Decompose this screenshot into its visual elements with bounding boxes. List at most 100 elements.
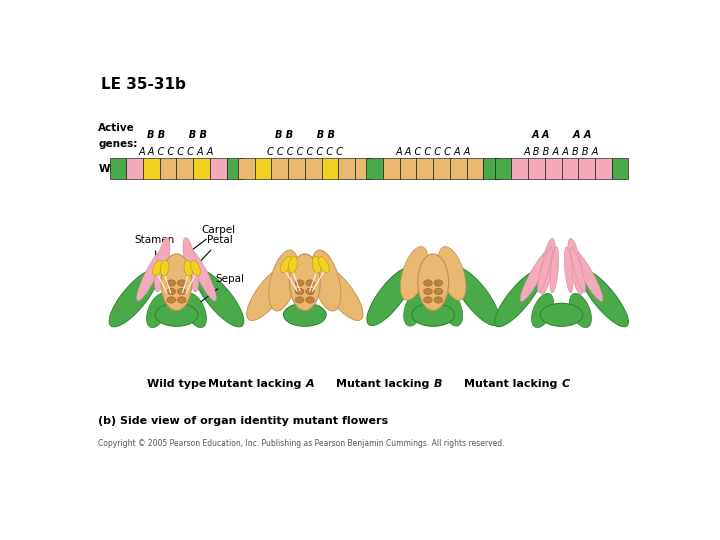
Ellipse shape: [281, 256, 291, 273]
Ellipse shape: [418, 254, 449, 310]
Text: Mutant lacking C: Mutant lacking C: [509, 379, 614, 389]
Ellipse shape: [412, 303, 454, 326]
Text: A A C C C C A A: A A C C C C A A: [395, 147, 471, 157]
Ellipse shape: [183, 238, 199, 292]
Ellipse shape: [400, 247, 428, 300]
Bar: [511, 158, 528, 179]
Bar: [528, 158, 545, 179]
Ellipse shape: [189, 249, 216, 301]
Bar: [109, 158, 126, 179]
Ellipse shape: [247, 265, 292, 321]
Bar: [416, 158, 433, 179]
Ellipse shape: [540, 303, 583, 326]
Text: C C C C C C C C: C C C C C C C C: [267, 147, 343, 157]
Ellipse shape: [191, 260, 200, 276]
Bar: [288, 158, 305, 179]
Text: Carpel: Carpel: [184, 225, 235, 256]
Ellipse shape: [184, 293, 207, 328]
Ellipse shape: [539, 238, 555, 294]
Bar: [176, 158, 193, 179]
Ellipse shape: [520, 249, 551, 301]
Bar: [366, 158, 383, 179]
Text: A B B A A B B A: A B B A A B B A: [524, 147, 599, 157]
Text: C: C: [562, 379, 570, 389]
Circle shape: [167, 288, 176, 295]
Ellipse shape: [572, 249, 603, 301]
Ellipse shape: [538, 247, 552, 292]
Bar: [210, 158, 227, 179]
Circle shape: [434, 288, 443, 295]
Circle shape: [434, 297, 443, 303]
Circle shape: [177, 280, 186, 286]
Text: Whorls:: Whorls:: [99, 164, 143, 174]
Text: Mutant lacking B: Mutant lacking B: [380, 379, 486, 389]
Text: Mutant lacking: Mutant lacking: [336, 379, 433, 389]
Text: A A       A A: A A A A: [531, 130, 592, 140]
Ellipse shape: [289, 254, 320, 310]
Text: Active: Active: [99, 123, 135, 133]
Ellipse shape: [153, 260, 163, 276]
Text: B B       B B: B B B B: [147, 130, 207, 140]
Bar: [193, 158, 210, 179]
Circle shape: [434, 280, 443, 286]
Bar: [467, 158, 483, 179]
Ellipse shape: [155, 303, 198, 326]
Circle shape: [306, 297, 315, 303]
Text: B B       B B: B B B B: [275, 130, 335, 140]
Circle shape: [423, 297, 432, 303]
Bar: [450, 158, 467, 179]
Bar: [160, 158, 176, 179]
Bar: [612, 158, 629, 179]
Ellipse shape: [570, 293, 592, 328]
Ellipse shape: [404, 292, 425, 326]
Bar: [483, 158, 500, 179]
Ellipse shape: [571, 247, 585, 292]
Bar: [495, 158, 511, 179]
Text: A: A: [305, 379, 314, 389]
Ellipse shape: [580, 269, 629, 327]
Circle shape: [423, 280, 432, 286]
Ellipse shape: [269, 250, 298, 311]
Bar: [271, 158, 288, 179]
Bar: [338, 158, 355, 179]
Circle shape: [306, 280, 315, 286]
Circle shape: [423, 288, 432, 295]
Text: Mutant lacking: Mutant lacking: [207, 379, 305, 389]
Text: B: B: [433, 379, 442, 389]
Circle shape: [167, 297, 176, 303]
Bar: [578, 158, 595, 179]
Circle shape: [306, 288, 315, 295]
Ellipse shape: [564, 247, 573, 293]
Circle shape: [177, 297, 186, 303]
Ellipse shape: [495, 269, 543, 327]
Ellipse shape: [438, 247, 466, 300]
Bar: [562, 158, 578, 179]
Bar: [305, 158, 322, 179]
Ellipse shape: [146, 293, 168, 328]
Ellipse shape: [109, 269, 158, 327]
Ellipse shape: [161, 254, 192, 310]
Ellipse shape: [312, 250, 341, 311]
Ellipse shape: [161, 260, 169, 276]
Bar: [255, 158, 271, 179]
Ellipse shape: [289, 256, 297, 273]
Text: A A C C C C A A: A A C C C C A A: [139, 147, 214, 157]
Ellipse shape: [531, 293, 554, 328]
Bar: [383, 158, 400, 179]
Ellipse shape: [318, 256, 329, 273]
Bar: [545, 158, 562, 179]
Text: Mutant lacking A: Mutant lacking A: [252, 379, 358, 389]
Text: Stamen: Stamen: [135, 235, 175, 267]
Bar: [595, 158, 612, 179]
Circle shape: [167, 280, 176, 286]
Ellipse shape: [137, 249, 164, 301]
Circle shape: [295, 297, 304, 303]
Ellipse shape: [194, 269, 244, 327]
Bar: [355, 158, 372, 179]
Text: Petal: Petal: [194, 235, 233, 268]
Ellipse shape: [155, 238, 170, 292]
Bar: [238, 158, 255, 179]
Ellipse shape: [184, 260, 193, 276]
Bar: [400, 158, 416, 179]
Bar: [227, 158, 243, 179]
